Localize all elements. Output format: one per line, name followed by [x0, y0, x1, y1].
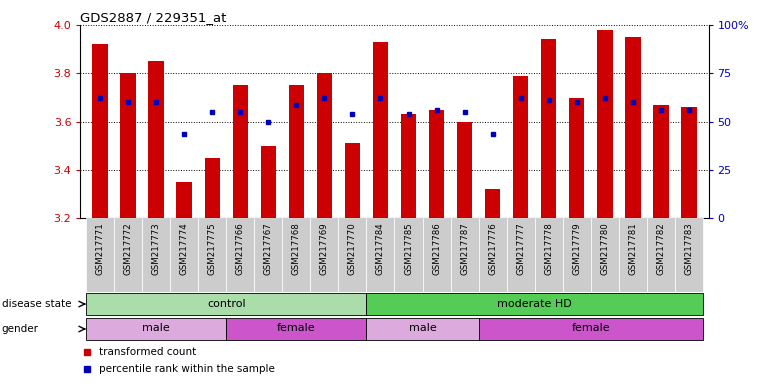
- Text: GSM217784: GSM217784: [376, 222, 385, 275]
- Text: male: male: [142, 323, 170, 333]
- Text: percentile rank within the sample: percentile rank within the sample: [100, 364, 275, 374]
- Bar: [170, 218, 198, 291]
- Bar: [591, 218, 619, 291]
- Bar: [619, 218, 647, 291]
- Text: GSM217781: GSM217781: [628, 222, 637, 275]
- Text: GDS2887 / 229351_at: GDS2887 / 229351_at: [80, 11, 227, 24]
- Bar: [366, 293, 703, 315]
- Bar: [625, 37, 640, 218]
- Text: gender: gender: [2, 324, 38, 334]
- Bar: [226, 218, 254, 291]
- Bar: [226, 318, 366, 340]
- Bar: [86, 218, 114, 291]
- Text: GSM217782: GSM217782: [656, 222, 666, 275]
- Bar: [485, 189, 500, 218]
- Bar: [681, 107, 696, 218]
- Text: GSM217772: GSM217772: [123, 222, 133, 275]
- Text: GSM217769: GSM217769: [320, 222, 329, 275]
- Text: GSM217773: GSM217773: [152, 222, 161, 275]
- Bar: [205, 158, 220, 218]
- Bar: [233, 85, 248, 218]
- Bar: [401, 114, 416, 218]
- Bar: [339, 218, 366, 291]
- Bar: [597, 30, 613, 218]
- Text: GSM217775: GSM217775: [208, 222, 217, 275]
- Bar: [647, 218, 675, 291]
- Text: transformed count: transformed count: [100, 347, 197, 357]
- Bar: [450, 218, 479, 291]
- Text: GSM217783: GSM217783: [685, 222, 693, 275]
- Text: GSM217779: GSM217779: [572, 222, 581, 275]
- Text: GSM217778: GSM217778: [544, 222, 553, 275]
- Bar: [394, 218, 423, 291]
- Text: GSM217767: GSM217767: [264, 222, 273, 275]
- Bar: [260, 146, 276, 218]
- Bar: [345, 144, 360, 218]
- Bar: [653, 105, 669, 218]
- Text: GSM217766: GSM217766: [236, 222, 245, 275]
- Text: GSM217776: GSM217776: [488, 222, 497, 275]
- Text: moderate HD: moderate HD: [497, 298, 572, 309]
- Bar: [254, 218, 283, 291]
- Bar: [457, 122, 473, 218]
- Bar: [86, 318, 226, 340]
- Bar: [569, 98, 584, 218]
- Bar: [423, 218, 450, 291]
- Bar: [373, 42, 388, 218]
- Bar: [176, 182, 192, 218]
- Text: female: female: [277, 323, 316, 333]
- Bar: [366, 218, 394, 291]
- Bar: [479, 318, 703, 340]
- Text: GSM217787: GSM217787: [460, 222, 469, 275]
- Bar: [289, 85, 304, 218]
- Bar: [429, 109, 444, 218]
- Bar: [366, 318, 479, 340]
- Text: GSM217785: GSM217785: [404, 222, 413, 275]
- Bar: [149, 61, 164, 218]
- Bar: [120, 73, 136, 218]
- Bar: [535, 218, 563, 291]
- Text: GSM217774: GSM217774: [180, 222, 188, 275]
- Bar: [310, 218, 339, 291]
- Bar: [506, 218, 535, 291]
- Bar: [563, 218, 591, 291]
- Text: GSM217770: GSM217770: [348, 222, 357, 275]
- Bar: [114, 218, 142, 291]
- Text: GSM217780: GSM217780: [601, 222, 609, 275]
- Bar: [283, 218, 310, 291]
- Bar: [316, 73, 332, 218]
- Bar: [479, 218, 506, 291]
- Bar: [198, 218, 226, 291]
- Text: GSM217777: GSM217777: [516, 222, 525, 275]
- Text: GSM217768: GSM217768: [292, 222, 301, 275]
- Text: disease state: disease state: [2, 299, 71, 309]
- Text: male: male: [408, 323, 437, 333]
- Bar: [86, 293, 366, 315]
- Bar: [513, 76, 529, 218]
- Text: female: female: [571, 323, 610, 333]
- Text: control: control: [207, 298, 246, 309]
- Text: GSM217771: GSM217771: [96, 222, 104, 275]
- Text: GSM217786: GSM217786: [432, 222, 441, 275]
- Bar: [93, 44, 108, 218]
- Bar: [675, 218, 703, 291]
- Bar: [541, 40, 556, 218]
- Bar: [142, 218, 170, 291]
